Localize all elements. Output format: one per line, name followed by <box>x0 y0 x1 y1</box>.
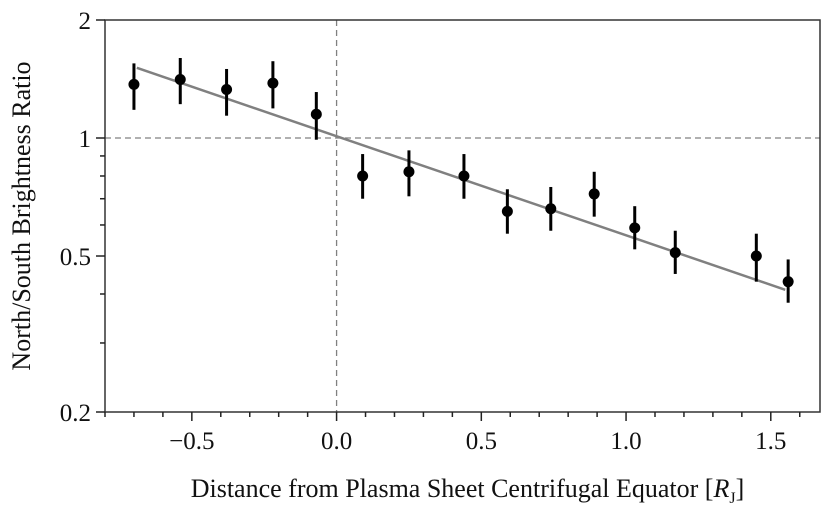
x-tick-label: 1.5 <box>755 428 786 455</box>
data-point-group <box>267 61 279 109</box>
data-point <box>669 247 681 259</box>
y-tick-label: 0.5 <box>60 244 91 271</box>
x-axis-title-close: ] <box>736 474 745 503</box>
y-axis-ticks: 0.2 0.5 1 2 <box>60 8 105 427</box>
data-point-group <box>669 230 681 274</box>
data-point-group <box>458 154 470 199</box>
data-point <box>545 203 557 215</box>
data-point <box>403 166 415 178</box>
data-point <box>357 170 369 182</box>
x-tick-label: 1.0 <box>610 428 641 455</box>
x-axis-title-text: Distance from Plasma Sheet Centrifugal E… <box>191 474 714 503</box>
data-point-group <box>629 206 641 250</box>
plot-frame <box>104 19 821 413</box>
y-axis-title: North/South Brightness Ratio <box>7 61 36 370</box>
data-point-group <box>750 233 762 282</box>
data-point <box>750 250 762 262</box>
data-point-group <box>174 57 186 105</box>
data-point <box>629 222 641 234</box>
data-point <box>267 77 279 89</box>
x-tick-label: 0.5 <box>466 428 497 455</box>
data-point <box>458 170 470 182</box>
x-axis-title: Distance from Plasma Sheet Centrifugal E… <box>191 474 745 507</box>
data-point-group <box>782 259 794 303</box>
data-point-group <box>221 68 233 116</box>
reference-lines <box>105 20 820 412</box>
data-point-group <box>128 63 140 110</box>
x-axis-title-italic: R <box>712 474 729 503</box>
data-point <box>588 188 600 200</box>
data-point <box>782 276 794 288</box>
y-tick-label: 0.2 <box>60 400 91 427</box>
data-point <box>221 83 233 95</box>
x-axis-ticks: −0.5 0.0 0.5 1.0 1.5 <box>104 412 801 455</box>
data-point-group <box>501 189 513 234</box>
data-point-group <box>403 150 415 197</box>
data-points-layer <box>128 57 794 303</box>
data-point-group <box>545 186 557 231</box>
data-point <box>174 74 186 86</box>
data-point-group <box>310 92 322 140</box>
data-point <box>128 78 140 90</box>
y-tick-label: 2 <box>79 8 92 35</box>
data-point <box>501 205 513 217</box>
data-point-group <box>357 154 369 199</box>
data-point-group <box>588 171 600 217</box>
x-axis-title-subscript: J <box>729 490 735 507</box>
data-point <box>310 108 322 120</box>
x-tick-label: 0.0 <box>321 428 352 455</box>
x-tick-label: −0.5 <box>169 428 214 455</box>
y-tick-label: 1 <box>79 126 92 153</box>
